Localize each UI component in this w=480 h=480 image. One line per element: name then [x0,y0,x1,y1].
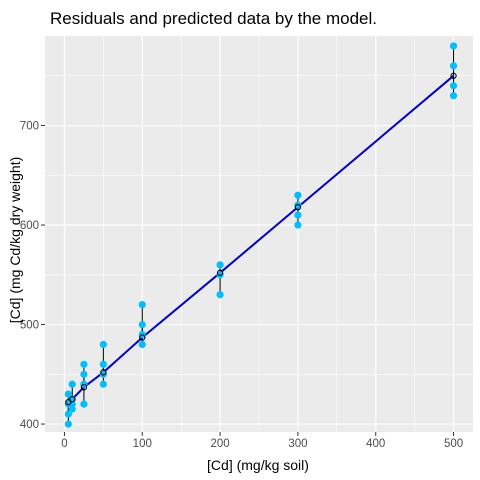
x-axis: 0 100 200 300 400 500 [61,432,463,450]
predicted-point [100,369,107,376]
observed-point [294,211,302,219]
observed-point [294,191,302,199]
observed-point [68,405,76,413]
observed-point [80,360,88,368]
observed-point [449,62,458,70]
observed-point [99,360,107,368]
observed-point [99,370,107,378]
y-axis-label: [Cd] (mg Cd/kg dry weight) [7,157,23,324]
y-tick-label: 700 [20,121,39,133]
x-tick-label: 0 [61,438,67,450]
observed-point [68,380,76,388]
predicted-point [294,203,302,211]
observed-point [216,271,224,279]
observed-point [449,42,458,50]
x-tick-label: 200 [210,438,229,450]
observed-point [216,291,224,299]
y-axis: 400 500 600 700 [20,121,45,431]
x-tick-label: 500 [444,438,463,450]
observed-point [138,320,146,329]
y-tick-label: 400 [20,419,39,431]
observed-point [99,340,107,349]
predicted-points [65,72,457,406]
predicted-point [216,269,224,276]
observed-point [80,400,88,408]
predicted-point [450,72,457,79]
observed-point [80,370,88,378]
observed-point [294,201,302,209]
y-tick-label: 600 [20,220,39,232]
predicted-point [65,399,72,406]
chart-title: Residuals and predicted data by the mode… [50,9,377,28]
observed-point [449,92,458,100]
observed-point [99,380,107,388]
observed-point [216,261,224,269]
minor-gridlines [45,36,473,432]
observed-point [294,221,302,229]
major-gridlines [45,36,473,432]
observed-point [64,390,72,398]
observed-point [64,420,72,428]
y-tick-label: 500 [20,320,39,332]
x-tick-label: 400 [366,438,385,450]
predicted-point [80,384,88,391]
x-tick-label: 300 [288,438,307,450]
observed-point [64,410,72,418]
observed-point [138,301,146,309]
predicted-point [139,334,146,341]
x-axis-label: [Cd] (mg/kg soil) [207,457,309,473]
observed-point [138,340,146,349]
observed-point [449,82,458,90]
predicted-point [69,396,76,403]
x-tick-label: 100 [133,438,152,450]
